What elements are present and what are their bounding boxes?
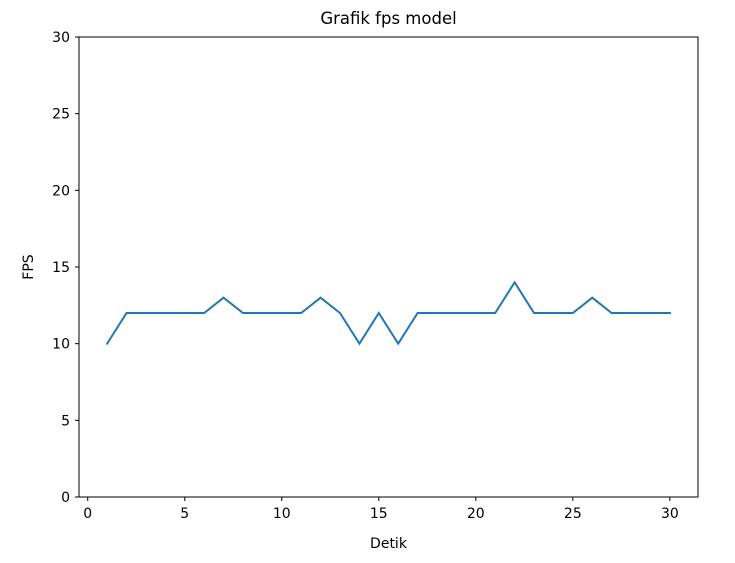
y-tick-label: 10 [52,337,70,353]
y-tick-label: 0 [61,490,70,506]
x-tick-label: 5 [180,506,189,522]
x-tick-label: 10 [273,506,291,522]
axes-frame [78,36,699,498]
y-axis-label: FPS [21,254,37,279]
x-tick-label: 30 [661,506,679,522]
y-tick-label: 25 [52,107,70,123]
series-line [105,280,671,346]
x-tick-label: 0 [83,506,92,522]
x-tick-label: 25 [564,506,582,522]
x-tick-label: 15 [370,506,388,522]
y-tick-label: 20 [52,183,70,199]
plot-area: 0 5 10 15 20 25 30 0 5 10 15 20 25 30 [52,30,699,522]
y-tick-label: 15 [52,260,70,276]
x-axis-ticks: 0 5 10 15 20 25 30 [83,497,679,522]
x-tick-label: 20 [467,506,485,522]
chart-title: Grafik fps model [320,9,456,28]
series-layer [105,280,671,346]
y-tick-label: 5 [61,413,70,429]
x-axis-label: Detik [370,536,408,552]
y-axis-ticks: 0 5 10 15 20 25 30 [52,30,79,506]
y-tick-label: 30 [52,30,70,46]
